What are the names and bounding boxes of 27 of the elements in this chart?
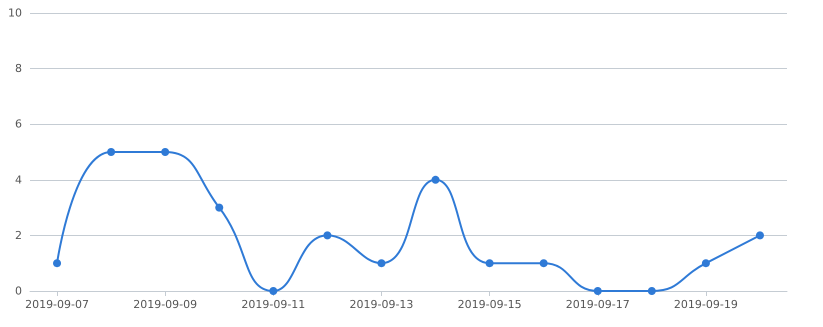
point xyxy=(269,287,278,295)
point xyxy=(107,148,116,156)
y-tick-label: 10 xyxy=(8,6,22,20)
x-tick-label: 2019-09-19 xyxy=(674,298,738,311)
point xyxy=(540,259,548,268)
point xyxy=(161,148,170,156)
point xyxy=(215,204,224,212)
point xyxy=(432,176,440,184)
point xyxy=(648,287,656,295)
x-tick-label: 2019-09-11 xyxy=(241,298,306,311)
point xyxy=(756,231,764,240)
point xyxy=(377,259,386,268)
y-tick-label: 2 xyxy=(15,228,22,242)
y-tick-label: 4 xyxy=(15,173,22,186)
point xyxy=(702,259,710,268)
point xyxy=(53,259,62,268)
y-tick-label: 0 xyxy=(15,284,22,298)
point xyxy=(323,231,332,240)
x-tick-label: 2019-09-17 xyxy=(566,298,630,311)
x-tick-label: 2019-09-13 xyxy=(349,298,414,311)
y-tick-label: 8 xyxy=(15,62,22,76)
x-tick-label: 2019-09-09 xyxy=(133,298,198,311)
x-tick-label: 2019-09-15 xyxy=(458,298,522,311)
point xyxy=(594,287,602,295)
x-tick-label: 2019-09-07 xyxy=(25,298,90,311)
point xyxy=(486,259,494,268)
y-tick-label: 6 xyxy=(15,118,22,131)
